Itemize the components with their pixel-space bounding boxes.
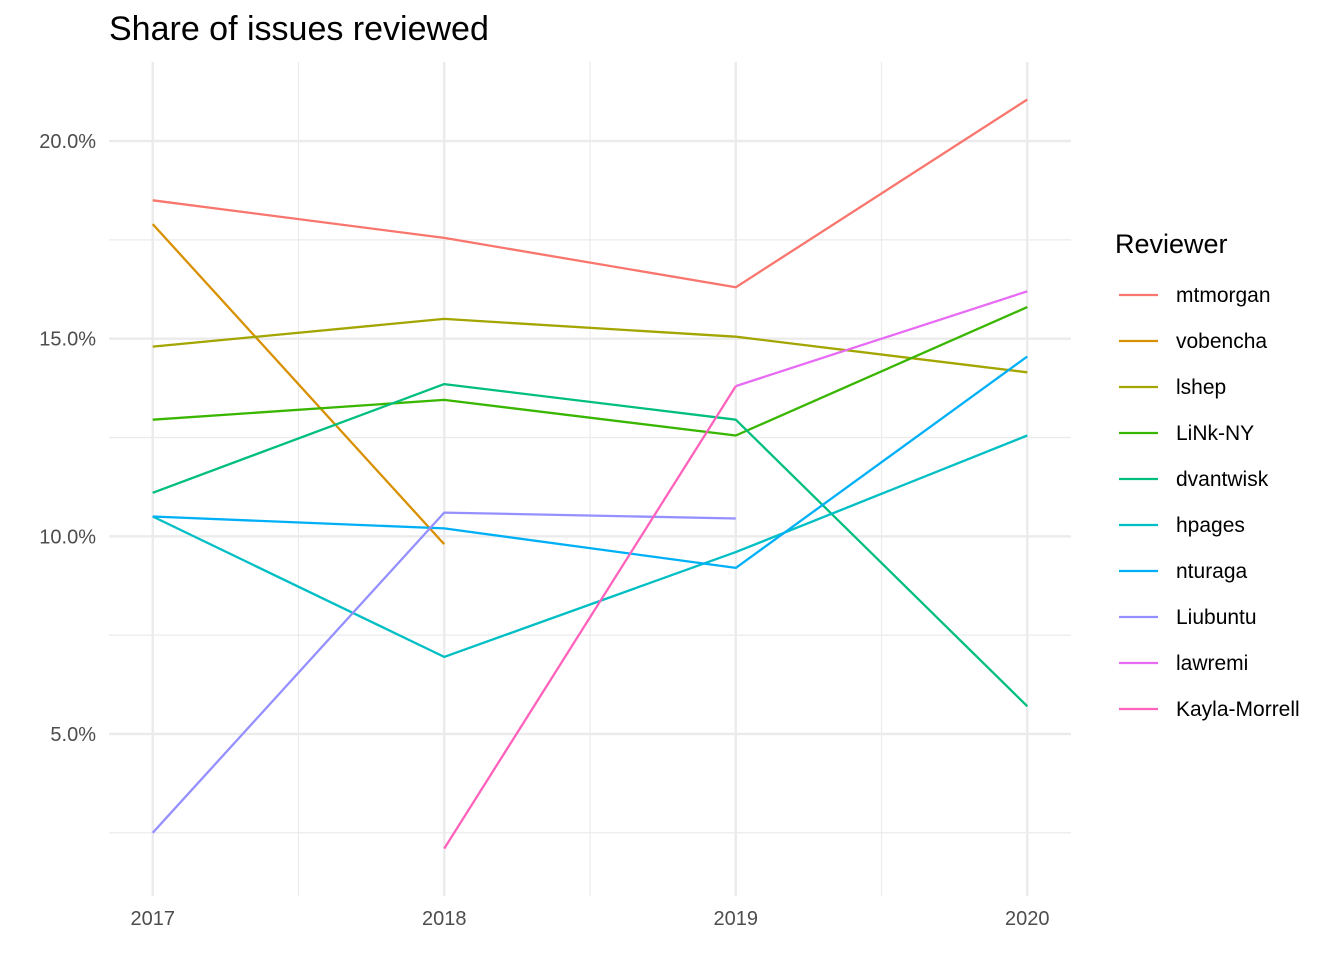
y-tick-label: 15.0% xyxy=(39,329,96,351)
series-line-hpages xyxy=(152,434,1028,659)
legend-label: dvantwisk xyxy=(1176,468,1269,491)
x-tick-label: 2019 xyxy=(714,908,759,930)
x-tick-label: 2017 xyxy=(130,908,175,930)
legend-item: Liubuntu xyxy=(1119,606,1257,629)
legend-label: nturaga xyxy=(1176,560,1248,583)
series-line-vobencha xyxy=(151,223,446,545)
legend-label: Liubuntu xyxy=(1176,606,1257,629)
series-line-mtmorgan xyxy=(152,98,1028,289)
series-line-link-ny xyxy=(152,306,1028,437)
legend-item: lshep xyxy=(1119,376,1226,399)
x-tick-label: 2020 xyxy=(1005,908,1050,930)
legend-item: Kayla-Morrell xyxy=(1119,698,1300,721)
y-tick-label: 5.0% xyxy=(50,724,96,746)
legend-label: Kayla-Morrell xyxy=(1176,698,1300,721)
legend-label: LiNk-NY xyxy=(1176,422,1254,445)
legend-item: lawremi xyxy=(1119,652,1248,675)
legend-label: vobencha xyxy=(1176,330,1267,353)
series-line-kayla-morrell xyxy=(443,385,737,850)
legend-label: lshep xyxy=(1176,376,1226,399)
legend-label: lawremi xyxy=(1176,652,1248,675)
legend-title: Reviewer xyxy=(1115,229,1228,259)
legend-item: dvantwisk xyxy=(1119,468,1269,491)
chart-title: Share of issues reviewed xyxy=(109,10,489,48)
legend-item: nturaga xyxy=(1119,560,1248,583)
series-line-lawremi xyxy=(735,290,1028,388)
y-axis-tick-labels: 5.0% 10.0% 15.0% 20.0% xyxy=(39,131,96,746)
legend-item: LiNk-NY xyxy=(1119,422,1254,445)
legend-item: mtmorgan xyxy=(1119,284,1271,307)
minor-gridlines xyxy=(109,62,1071,896)
series-lines xyxy=(151,98,1029,850)
legend-item: vobencha xyxy=(1119,330,1267,353)
series-line-liubuntu xyxy=(151,511,736,834)
series-line-nturaga xyxy=(152,355,1028,570)
legend-label: mtmorgan xyxy=(1176,284,1271,307)
legend-label: hpages xyxy=(1176,514,1245,537)
legend-item: hpages xyxy=(1119,514,1245,537)
y-tick-label: 10.0% xyxy=(39,526,96,548)
y-tick-label: 20.0% xyxy=(39,131,96,153)
series-line-dvantwisk xyxy=(152,382,1029,708)
x-axis-tick-labels: 2017 2018 2019 2020 xyxy=(130,908,1049,930)
legend: Reviewer mtmorgan vobencha lshep LiNk-NY dva… xyxy=(1115,229,1300,721)
x-tick-label: 2018 xyxy=(422,908,467,930)
series-line-lshep xyxy=(152,317,1028,374)
